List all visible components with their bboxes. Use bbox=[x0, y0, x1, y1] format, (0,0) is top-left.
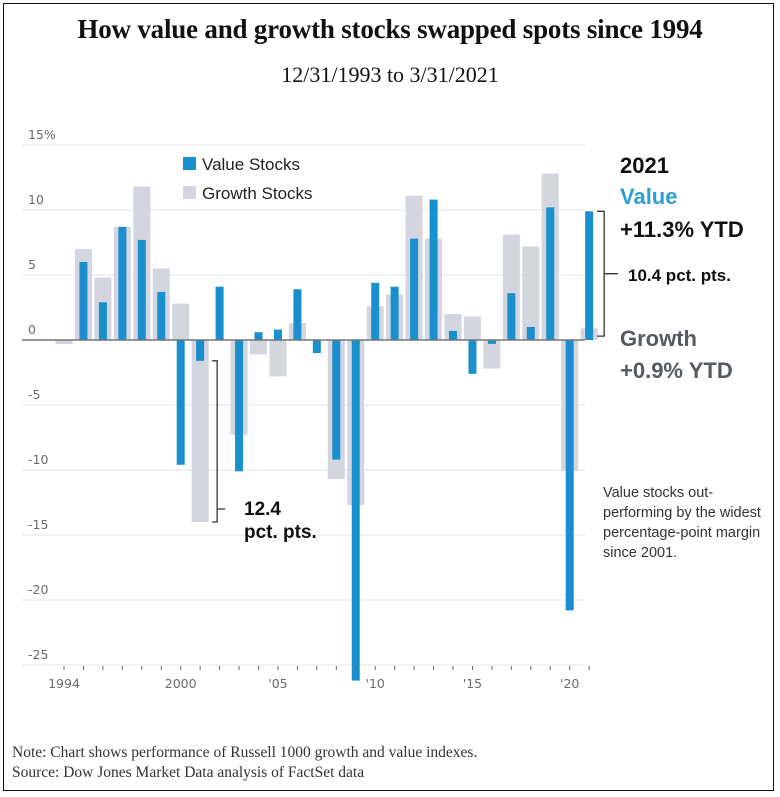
y-axis-ticks: 15% 10 5 0 -5 -10 -15 -20 -25 bbox=[28, 127, 56, 662]
value-bar bbox=[215, 286, 224, 340]
growth-bar bbox=[55, 340, 73, 344]
chart-title: How value and growth stocks swapped spot… bbox=[77, 14, 703, 44]
y-tick-label: -15 bbox=[28, 517, 48, 532]
value-bar bbox=[390, 286, 399, 340]
value-bar bbox=[235, 340, 244, 472]
side-note: Value stocks out-performing by the wides… bbox=[603, 485, 761, 561]
x-tick-label: '15 bbox=[463, 676, 482, 691]
bracket-2021 bbox=[597, 210, 619, 337]
bracket-2001-value: 12.4 bbox=[244, 499, 281, 520]
legend-swatch-value bbox=[183, 157, 196, 170]
value-bar bbox=[118, 226, 127, 340]
growth-bar bbox=[483, 340, 501, 369]
value-bar bbox=[487, 340, 496, 344]
y-tick-label: -5 bbox=[28, 387, 40, 402]
value-bar bbox=[351, 340, 360, 681]
annotation-value-label: Value bbox=[620, 184, 677, 209]
value-bar bbox=[254, 332, 263, 340]
value-bar bbox=[546, 207, 555, 340]
annotation-growth-label: Growth bbox=[620, 326, 697, 351]
value-bar bbox=[332, 340, 341, 460]
chart-subtitle: 12/31/1993 to 3/31/2021 bbox=[281, 62, 499, 87]
x-tick-label: 1994 bbox=[48, 676, 80, 691]
legend-label-growth: Growth Stocks bbox=[202, 184, 313, 203]
value-bar bbox=[410, 238, 419, 340]
y-tick-label: -10 bbox=[28, 452, 48, 467]
value-bar bbox=[507, 293, 516, 340]
x-axis-ticks: 1994 2000 '05 '10 '15 '20 bbox=[48, 666, 590, 691]
y-tick-label: -20 bbox=[28, 582, 48, 597]
footnote-source: Source: Dow Jones Market Data analysis o… bbox=[12, 764, 365, 781]
x-tick-label: 2000 bbox=[165, 676, 197, 691]
annotation-value-ytd: +11.3% YTD bbox=[620, 217, 744, 242]
chart-frame bbox=[3, 3, 774, 791]
growth-bar bbox=[191, 340, 209, 522]
value-bar bbox=[565, 340, 574, 611]
bracket-2021-label: 10.4 pct. pts. bbox=[628, 266, 731, 285]
gridlines bbox=[22, 144, 585, 666]
bars bbox=[55, 173, 598, 681]
growth-bar bbox=[522, 246, 540, 340]
value-bar bbox=[429, 199, 438, 340]
growth-bar bbox=[269, 340, 287, 377]
y-tick-label: 5 bbox=[28, 257, 36, 272]
y-tick-label: 10 bbox=[28, 192, 44, 207]
footnote-note: Note: Chart shows performance of Russell… bbox=[12, 744, 478, 761]
legend-label-value: Value Stocks bbox=[202, 155, 300, 174]
x-tick-label: '05 bbox=[268, 676, 287, 691]
growth-bar bbox=[444, 314, 462, 340]
y-tick-label: -25 bbox=[28, 647, 48, 662]
value-bar bbox=[273, 329, 282, 340]
bracket-2001-unit: pct. pts. bbox=[244, 522, 317, 543]
legend: Value Stocks Growth Stocks bbox=[183, 155, 313, 203]
value-bar bbox=[585, 211, 594, 340]
legend-swatch-growth bbox=[183, 186, 196, 199]
value-bar bbox=[79, 262, 88, 340]
x-tick-label: '20 bbox=[560, 676, 579, 691]
value-bar bbox=[137, 239, 146, 340]
value-bar bbox=[371, 282, 380, 340]
annotations: 12.4 pct. pts. 10.4 pct. pts. 2021 Value… bbox=[212, 153, 744, 543]
growth-bar bbox=[502, 234, 520, 340]
annotation-growth-ytd: +0.9% YTD bbox=[620, 358, 733, 383]
growth-bar bbox=[250, 340, 267, 355]
value-bar bbox=[468, 340, 477, 374]
value-bar bbox=[293, 289, 302, 340]
value-bar bbox=[176, 340, 185, 465]
value-bar bbox=[526, 327, 535, 340]
growth-bar bbox=[172, 303, 190, 340]
value-bar bbox=[196, 340, 205, 361]
value-bar bbox=[312, 340, 321, 353]
annotation-year: 2021 bbox=[620, 153, 669, 178]
value-bar bbox=[157, 291, 166, 340]
bracket-2001 bbox=[212, 360, 226, 523]
x-tick-label: '10 bbox=[366, 676, 385, 691]
y-tick-label: 15% bbox=[28, 127, 56, 142]
value-bar bbox=[98, 302, 107, 340]
value-bar bbox=[449, 330, 457, 340]
growth-bar bbox=[463, 316, 481, 340]
y-tick-label: 0 bbox=[28, 322, 36, 337]
